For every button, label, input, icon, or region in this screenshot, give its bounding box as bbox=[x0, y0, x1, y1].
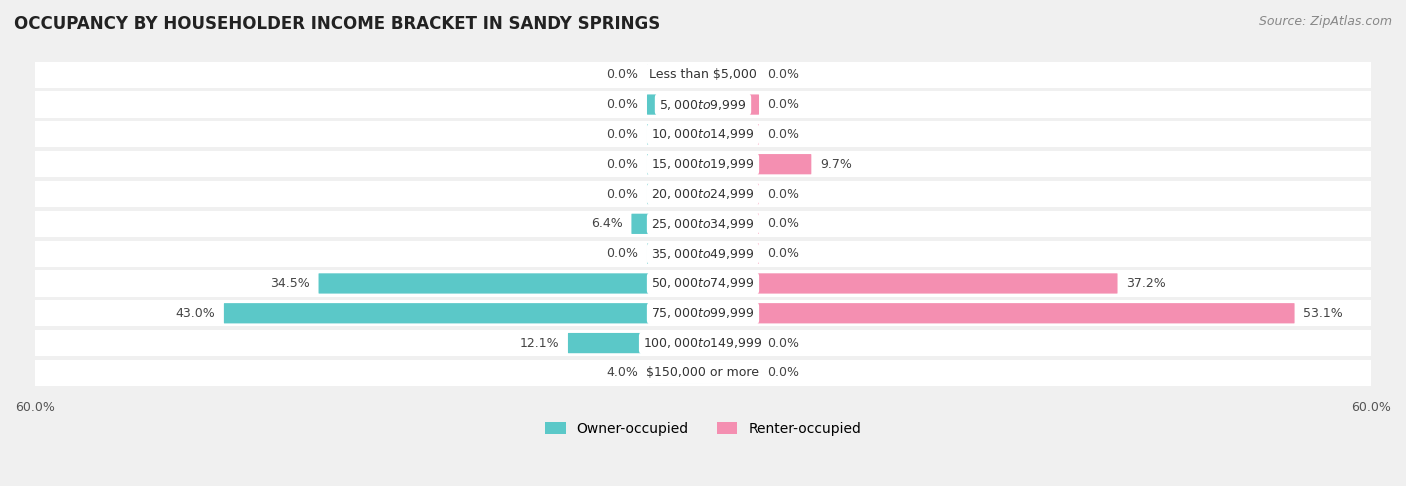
Text: $25,000 to $34,999: $25,000 to $34,999 bbox=[651, 217, 755, 231]
Text: Less than $5,000: Less than $5,000 bbox=[650, 68, 756, 81]
FancyBboxPatch shape bbox=[35, 62, 1371, 88]
FancyBboxPatch shape bbox=[703, 124, 759, 144]
Text: 0.0%: 0.0% bbox=[606, 247, 638, 260]
FancyBboxPatch shape bbox=[35, 151, 1371, 177]
FancyBboxPatch shape bbox=[568, 333, 703, 353]
Text: 0.0%: 0.0% bbox=[768, 98, 800, 111]
Text: 0.0%: 0.0% bbox=[768, 337, 800, 349]
Text: $150,000 or more: $150,000 or more bbox=[647, 366, 759, 380]
Text: $5,000 to $9,999: $5,000 to $9,999 bbox=[659, 98, 747, 112]
FancyBboxPatch shape bbox=[35, 122, 1371, 147]
FancyBboxPatch shape bbox=[35, 270, 1371, 296]
FancyBboxPatch shape bbox=[647, 184, 703, 204]
FancyBboxPatch shape bbox=[703, 65, 759, 85]
FancyBboxPatch shape bbox=[703, 94, 759, 115]
FancyBboxPatch shape bbox=[319, 273, 703, 294]
Text: 0.0%: 0.0% bbox=[768, 217, 800, 230]
Text: $35,000 to $49,999: $35,000 to $49,999 bbox=[651, 246, 755, 260]
Text: 0.0%: 0.0% bbox=[606, 188, 638, 201]
FancyBboxPatch shape bbox=[703, 154, 811, 174]
Text: 0.0%: 0.0% bbox=[768, 247, 800, 260]
FancyBboxPatch shape bbox=[703, 333, 759, 353]
FancyBboxPatch shape bbox=[35, 91, 1371, 118]
Text: Source: ZipAtlas.com: Source: ZipAtlas.com bbox=[1258, 15, 1392, 28]
FancyBboxPatch shape bbox=[647, 363, 703, 383]
FancyBboxPatch shape bbox=[647, 65, 703, 85]
Text: $20,000 to $24,999: $20,000 to $24,999 bbox=[651, 187, 755, 201]
FancyBboxPatch shape bbox=[647, 94, 703, 115]
Text: 9.7%: 9.7% bbox=[820, 157, 852, 171]
Text: 6.4%: 6.4% bbox=[591, 217, 623, 230]
Text: 37.2%: 37.2% bbox=[1126, 277, 1166, 290]
Text: 53.1%: 53.1% bbox=[1303, 307, 1343, 320]
FancyBboxPatch shape bbox=[703, 273, 1118, 294]
Text: 43.0%: 43.0% bbox=[176, 307, 215, 320]
Text: OCCUPANCY BY HOUSEHOLDER INCOME BRACKET IN SANDY SPRINGS: OCCUPANCY BY HOUSEHOLDER INCOME BRACKET … bbox=[14, 15, 661, 33]
Text: 0.0%: 0.0% bbox=[606, 68, 638, 81]
Text: 34.5%: 34.5% bbox=[270, 277, 309, 290]
Text: 0.0%: 0.0% bbox=[768, 366, 800, 380]
Text: 12.1%: 12.1% bbox=[520, 337, 560, 349]
Text: $75,000 to $99,999: $75,000 to $99,999 bbox=[651, 306, 755, 320]
Text: $15,000 to $19,999: $15,000 to $19,999 bbox=[651, 157, 755, 171]
Text: $50,000 to $74,999: $50,000 to $74,999 bbox=[651, 277, 755, 291]
FancyBboxPatch shape bbox=[35, 211, 1371, 237]
FancyBboxPatch shape bbox=[35, 241, 1371, 267]
FancyBboxPatch shape bbox=[703, 363, 759, 383]
Legend: Owner-occupied, Renter-occupied: Owner-occupied, Renter-occupied bbox=[538, 416, 868, 441]
Text: 0.0%: 0.0% bbox=[768, 188, 800, 201]
FancyBboxPatch shape bbox=[224, 303, 703, 323]
FancyBboxPatch shape bbox=[35, 300, 1371, 327]
FancyBboxPatch shape bbox=[631, 214, 703, 234]
Text: $100,000 to $149,999: $100,000 to $149,999 bbox=[644, 336, 762, 350]
Text: 0.0%: 0.0% bbox=[606, 128, 638, 141]
Text: 0.0%: 0.0% bbox=[768, 68, 800, 81]
Text: 0.0%: 0.0% bbox=[606, 98, 638, 111]
FancyBboxPatch shape bbox=[647, 124, 703, 144]
Text: $10,000 to $14,999: $10,000 to $14,999 bbox=[651, 127, 755, 141]
FancyBboxPatch shape bbox=[35, 330, 1371, 356]
FancyBboxPatch shape bbox=[35, 181, 1371, 207]
Text: 0.0%: 0.0% bbox=[768, 128, 800, 141]
Text: 4.0%: 4.0% bbox=[606, 366, 638, 380]
FancyBboxPatch shape bbox=[647, 243, 703, 264]
FancyBboxPatch shape bbox=[703, 303, 1295, 323]
FancyBboxPatch shape bbox=[703, 243, 759, 264]
FancyBboxPatch shape bbox=[647, 154, 703, 174]
Text: 0.0%: 0.0% bbox=[606, 157, 638, 171]
FancyBboxPatch shape bbox=[703, 214, 759, 234]
FancyBboxPatch shape bbox=[703, 184, 759, 204]
FancyBboxPatch shape bbox=[35, 360, 1371, 386]
